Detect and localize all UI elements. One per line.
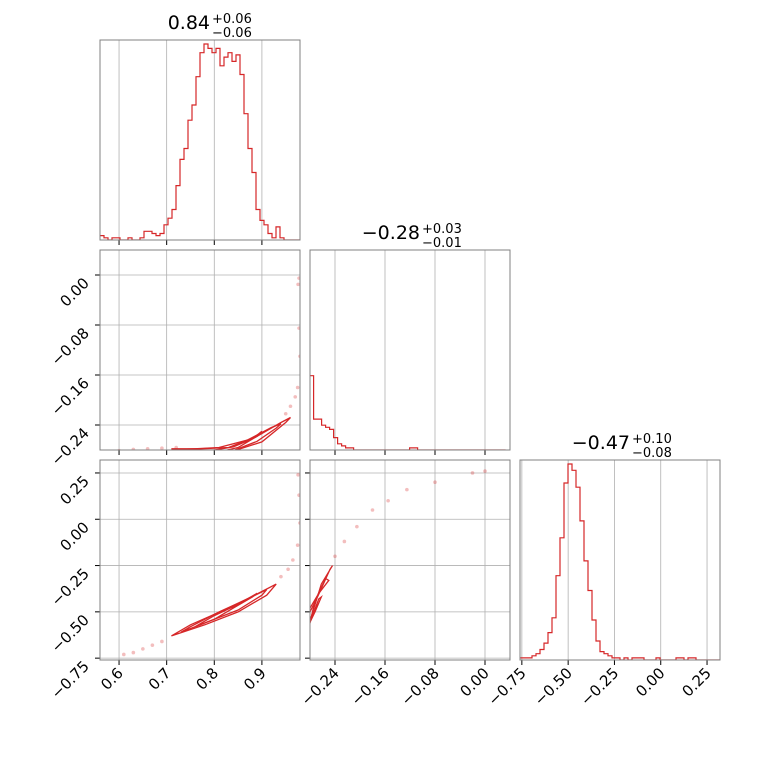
contour-level [310, 577, 330, 626]
scatter-point [386, 498, 390, 503]
histogram-step [520, 463, 720, 660]
panel-0-0: 0.84 +0.06−0.06 [99, 12, 301, 245]
x-tick-label: −0.75 [484, 664, 529, 709]
panel-frame [99, 39, 301, 241]
scatter-point [333, 554, 337, 559]
scatter-point [141, 647, 145, 651]
title-minus-error: −0.08 [632, 446, 672, 461]
y-tick-label: −0.25 [48, 565, 93, 610]
parameter-title: −0.28 [362, 222, 420, 244]
scatter-point [483, 469, 487, 473]
x-tick-label: 0.25 [679, 664, 715, 700]
scatter-point [160, 639, 164, 644]
scatter-point [293, 395, 298, 399]
x-tick-label: 0.8 [193, 664, 223, 694]
scatter-point [296, 473, 300, 477]
panel-frame [309, 459, 511, 661]
panel-2-1: −0.24 −0.16 −0.08 0.00 [298, 459, 511, 709]
scatter-point [288, 404, 293, 409]
scatter-point [297, 326, 300, 330]
scatter-point [295, 543, 300, 547]
scatter-point [279, 574, 283, 579]
density-layer [122, 473, 300, 657]
scatter-point [283, 411, 288, 416]
panel-1-0: −0.24 −0.16 −0.08 0.00 [48, 249, 301, 469]
x-tick-label: 0.9 [240, 664, 270, 694]
scatter-point [131, 447, 136, 450]
x-tick-label: −0.08 [398, 664, 443, 709]
density-layer [117, 276, 300, 450]
y-tick-label: 0.00 [56, 274, 92, 310]
scatter-point [470, 471, 475, 475]
title-plus-error: +0.03 [422, 222, 462, 237]
y-tick-label: −0.08 [48, 324, 93, 369]
scatter-point [160, 446, 164, 450]
x-tick-label: 0.6 [97, 664, 127, 694]
contour-level [200, 430, 263, 450]
scatter-point [295, 385, 300, 390]
y-tick-label: −0.16 [48, 374, 93, 419]
contour-level [310, 565, 334, 629]
scatter-point [296, 282, 300, 287]
scatter-point [305, 647, 309, 651]
contour-level [171, 583, 277, 637]
x-tick-label: −0.50 [531, 664, 576, 709]
panel-frame [519, 459, 721, 661]
histogram-step [310, 253, 506, 450]
density-layer [304, 469, 487, 658]
scatter-point [286, 567, 290, 572]
scatter-point [433, 480, 437, 485]
y-tick-label: −0.50 [48, 611, 93, 656]
x-tick-label: −0.25 [577, 664, 622, 709]
scatter-point [122, 652, 126, 657]
scatter-point [145, 446, 150, 450]
panel-2-2: −0.75 −0.50 −0.25 0.00 0.25 −0.47 +0.10−0.08 [484, 432, 721, 709]
y-tick-label: 0.25 [56, 472, 92, 508]
x-tick-label: 0.00 [632, 664, 668, 700]
scatter-point [297, 493, 300, 497]
parameter-title: 0.84 [168, 12, 210, 34]
scatter-point [150, 643, 155, 647]
scatter-point [355, 524, 359, 529]
panel-1-1: −0.28 +0.03−0.01 [309, 222, 511, 455]
scatter-point [131, 650, 136, 655]
title-minus-error: −0.06 [212, 26, 252, 41]
title-plus-error: +0.10 [632, 432, 672, 447]
panel-frame [99, 459, 301, 661]
scatter-point [405, 487, 409, 492]
x-tick-label: −0.16 [348, 664, 393, 709]
panel-frame [309, 249, 511, 451]
histogram-step [100, 43, 300, 240]
scatter-point [370, 508, 375, 512]
x-tick-label: 0.7 [145, 664, 175, 694]
scatter-point [297, 276, 300, 280]
scatter-point [304, 654, 308, 658]
scatter-point [291, 558, 295, 562]
contour-level [171, 416, 291, 450]
y-tick-label: −0.75 [48, 657, 93, 702]
scatter-point [342, 539, 347, 544]
title-plus-error: +0.06 [212, 12, 252, 27]
parameter-title: −0.47 [572, 432, 630, 454]
panel-2-0: 0.6 0.7 0.8 0.9 −0.75−0.50−0.25 0.00 0.25 [48, 459, 301, 702]
title-minus-error: −0.01 [422, 236, 462, 251]
y-tick-label: −0.24 [48, 424, 93, 469]
y-tick-label: 0.00 [56, 518, 92, 554]
x-tick-label: −0.24 [298, 664, 343, 709]
panel-frame [99, 249, 301, 451]
